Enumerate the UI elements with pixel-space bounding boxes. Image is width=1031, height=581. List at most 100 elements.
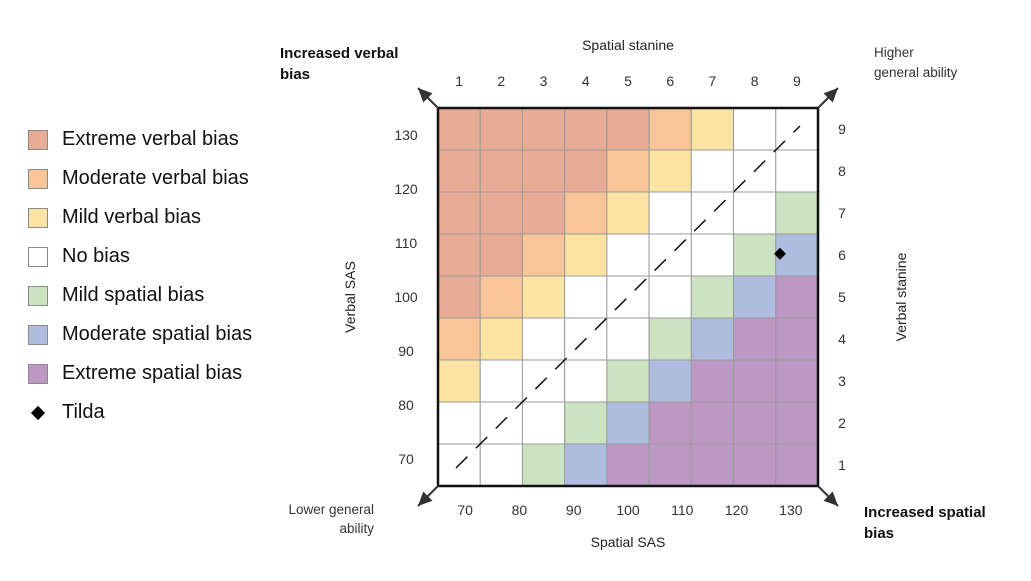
legend-swatch xyxy=(28,363,48,384)
tick-label-bottom: 130 xyxy=(779,502,803,518)
grid-cell xyxy=(648,191,692,235)
grid-cell xyxy=(733,275,777,319)
grid-cell xyxy=(690,275,735,319)
tick-label-top: 6 xyxy=(666,73,674,89)
tick-label-right: 5 xyxy=(838,289,846,305)
grid-cell xyxy=(521,107,566,151)
grid-cell xyxy=(437,401,481,445)
arrow-top-right-head xyxy=(823,88,838,103)
tick-label-top: 2 xyxy=(497,73,505,89)
corner-label-top-right: Higher general ability xyxy=(874,45,958,80)
legend-swatch xyxy=(28,168,48,189)
tick-label-left: 80 xyxy=(398,397,414,413)
grid-cell xyxy=(437,233,481,277)
grid-cell xyxy=(479,443,523,487)
legend-item: No bias xyxy=(28,237,252,276)
legend-item: Mild spatial bias xyxy=(28,276,252,315)
grid-cell xyxy=(648,149,692,193)
tick-label-left: 90 xyxy=(398,343,414,359)
grid-cell xyxy=(775,149,819,193)
tick-label-top: 4 xyxy=(582,73,590,89)
tick-label-left: 130 xyxy=(394,127,418,143)
tick-label-left: 70 xyxy=(398,451,414,467)
plot-frame xyxy=(436,106,820,488)
legend-item: Moderate verbal bias xyxy=(28,159,252,198)
grid-cell xyxy=(606,191,650,235)
legend-swatch xyxy=(28,285,48,306)
tick-label-left: 100 xyxy=(394,289,418,305)
legend-label: No bias xyxy=(62,245,130,267)
grid-cell xyxy=(564,233,608,277)
legend-label-marker: Tilda xyxy=(62,401,105,423)
grid-cell xyxy=(606,359,650,403)
grid-cell xyxy=(775,191,819,235)
legend-item: Extreme verbal bias xyxy=(28,120,252,159)
grid-cell xyxy=(733,443,777,487)
grid-cell xyxy=(521,149,566,193)
tick-label-right: 8 xyxy=(838,163,846,179)
grid-cell xyxy=(479,191,523,235)
tick-label-top: 5 xyxy=(624,73,632,89)
tick-label-bottom: 70 xyxy=(457,502,473,518)
diagonal-line xyxy=(455,125,801,469)
grid-cell xyxy=(690,359,735,403)
grid-cell xyxy=(690,149,735,193)
grid-cell xyxy=(733,191,777,235)
grid-cell xyxy=(437,359,481,403)
y-left-axis-title: Verbal SAS xyxy=(342,261,358,333)
legend-label: Mild spatial bias xyxy=(62,284,205,306)
grid-cell xyxy=(648,275,692,319)
grid-cell xyxy=(690,401,735,445)
grid-cell xyxy=(606,233,650,277)
grid-cell xyxy=(648,359,692,403)
grid-cell xyxy=(690,317,735,361)
grid-cell xyxy=(733,317,777,361)
grid-cell xyxy=(521,191,566,235)
grid-cell xyxy=(479,107,523,151)
grid-cell xyxy=(775,359,819,403)
grid-cell xyxy=(479,233,523,277)
grid-cell xyxy=(733,107,777,151)
grid-cell xyxy=(564,443,608,487)
legend-item: Mild verbal bias xyxy=(28,198,252,237)
grid-cell xyxy=(775,443,819,487)
tick-label-bottom: 80 xyxy=(512,502,528,518)
tilda-marker xyxy=(774,247,786,260)
legend: Extreme verbal bias Moderate verbal bias M… xyxy=(28,120,252,432)
tick-label-top: 9 xyxy=(793,73,801,89)
legend-label: Extreme verbal bias xyxy=(62,128,239,150)
grid-cell xyxy=(733,401,777,445)
tick-label-top: 7 xyxy=(709,73,717,89)
grid-cell xyxy=(437,191,481,235)
tick-label-right: 4 xyxy=(838,331,846,347)
grid-cell xyxy=(648,107,692,151)
grid-cell xyxy=(564,275,608,319)
tick-label-top: 1 xyxy=(455,73,463,89)
legend-swatch xyxy=(28,207,48,228)
grid-cell xyxy=(564,149,608,193)
grid-cell xyxy=(564,359,608,403)
grid-cell xyxy=(521,443,566,487)
grid-cell xyxy=(733,359,777,403)
tick-label-top: 8 xyxy=(751,73,759,89)
grid-cell xyxy=(521,401,566,445)
tick-label-right: 1 xyxy=(838,457,846,473)
tick-label-left: 120 xyxy=(394,181,418,197)
grid-cell xyxy=(479,317,523,361)
legend-swatch xyxy=(28,324,48,345)
grid-cell xyxy=(606,317,650,361)
grid-cell xyxy=(437,107,481,151)
tick-label-right: 3 xyxy=(838,373,846,389)
grid-cell xyxy=(564,401,608,445)
grid-cell xyxy=(479,149,523,193)
grid-cell xyxy=(606,401,650,445)
arrow-bottom-left-head xyxy=(418,491,433,506)
legend-item: Extreme spatial bias xyxy=(28,354,252,393)
arrow-top-left-head xyxy=(418,88,433,103)
corner-label-top-left: Increased verbal bias xyxy=(280,45,398,83)
grid-cell xyxy=(648,401,692,445)
tick-label-bottom: 120 xyxy=(725,502,749,518)
grid-cell xyxy=(775,275,819,319)
tick-label-right: 2 xyxy=(838,415,846,431)
grid-cell xyxy=(479,275,523,319)
